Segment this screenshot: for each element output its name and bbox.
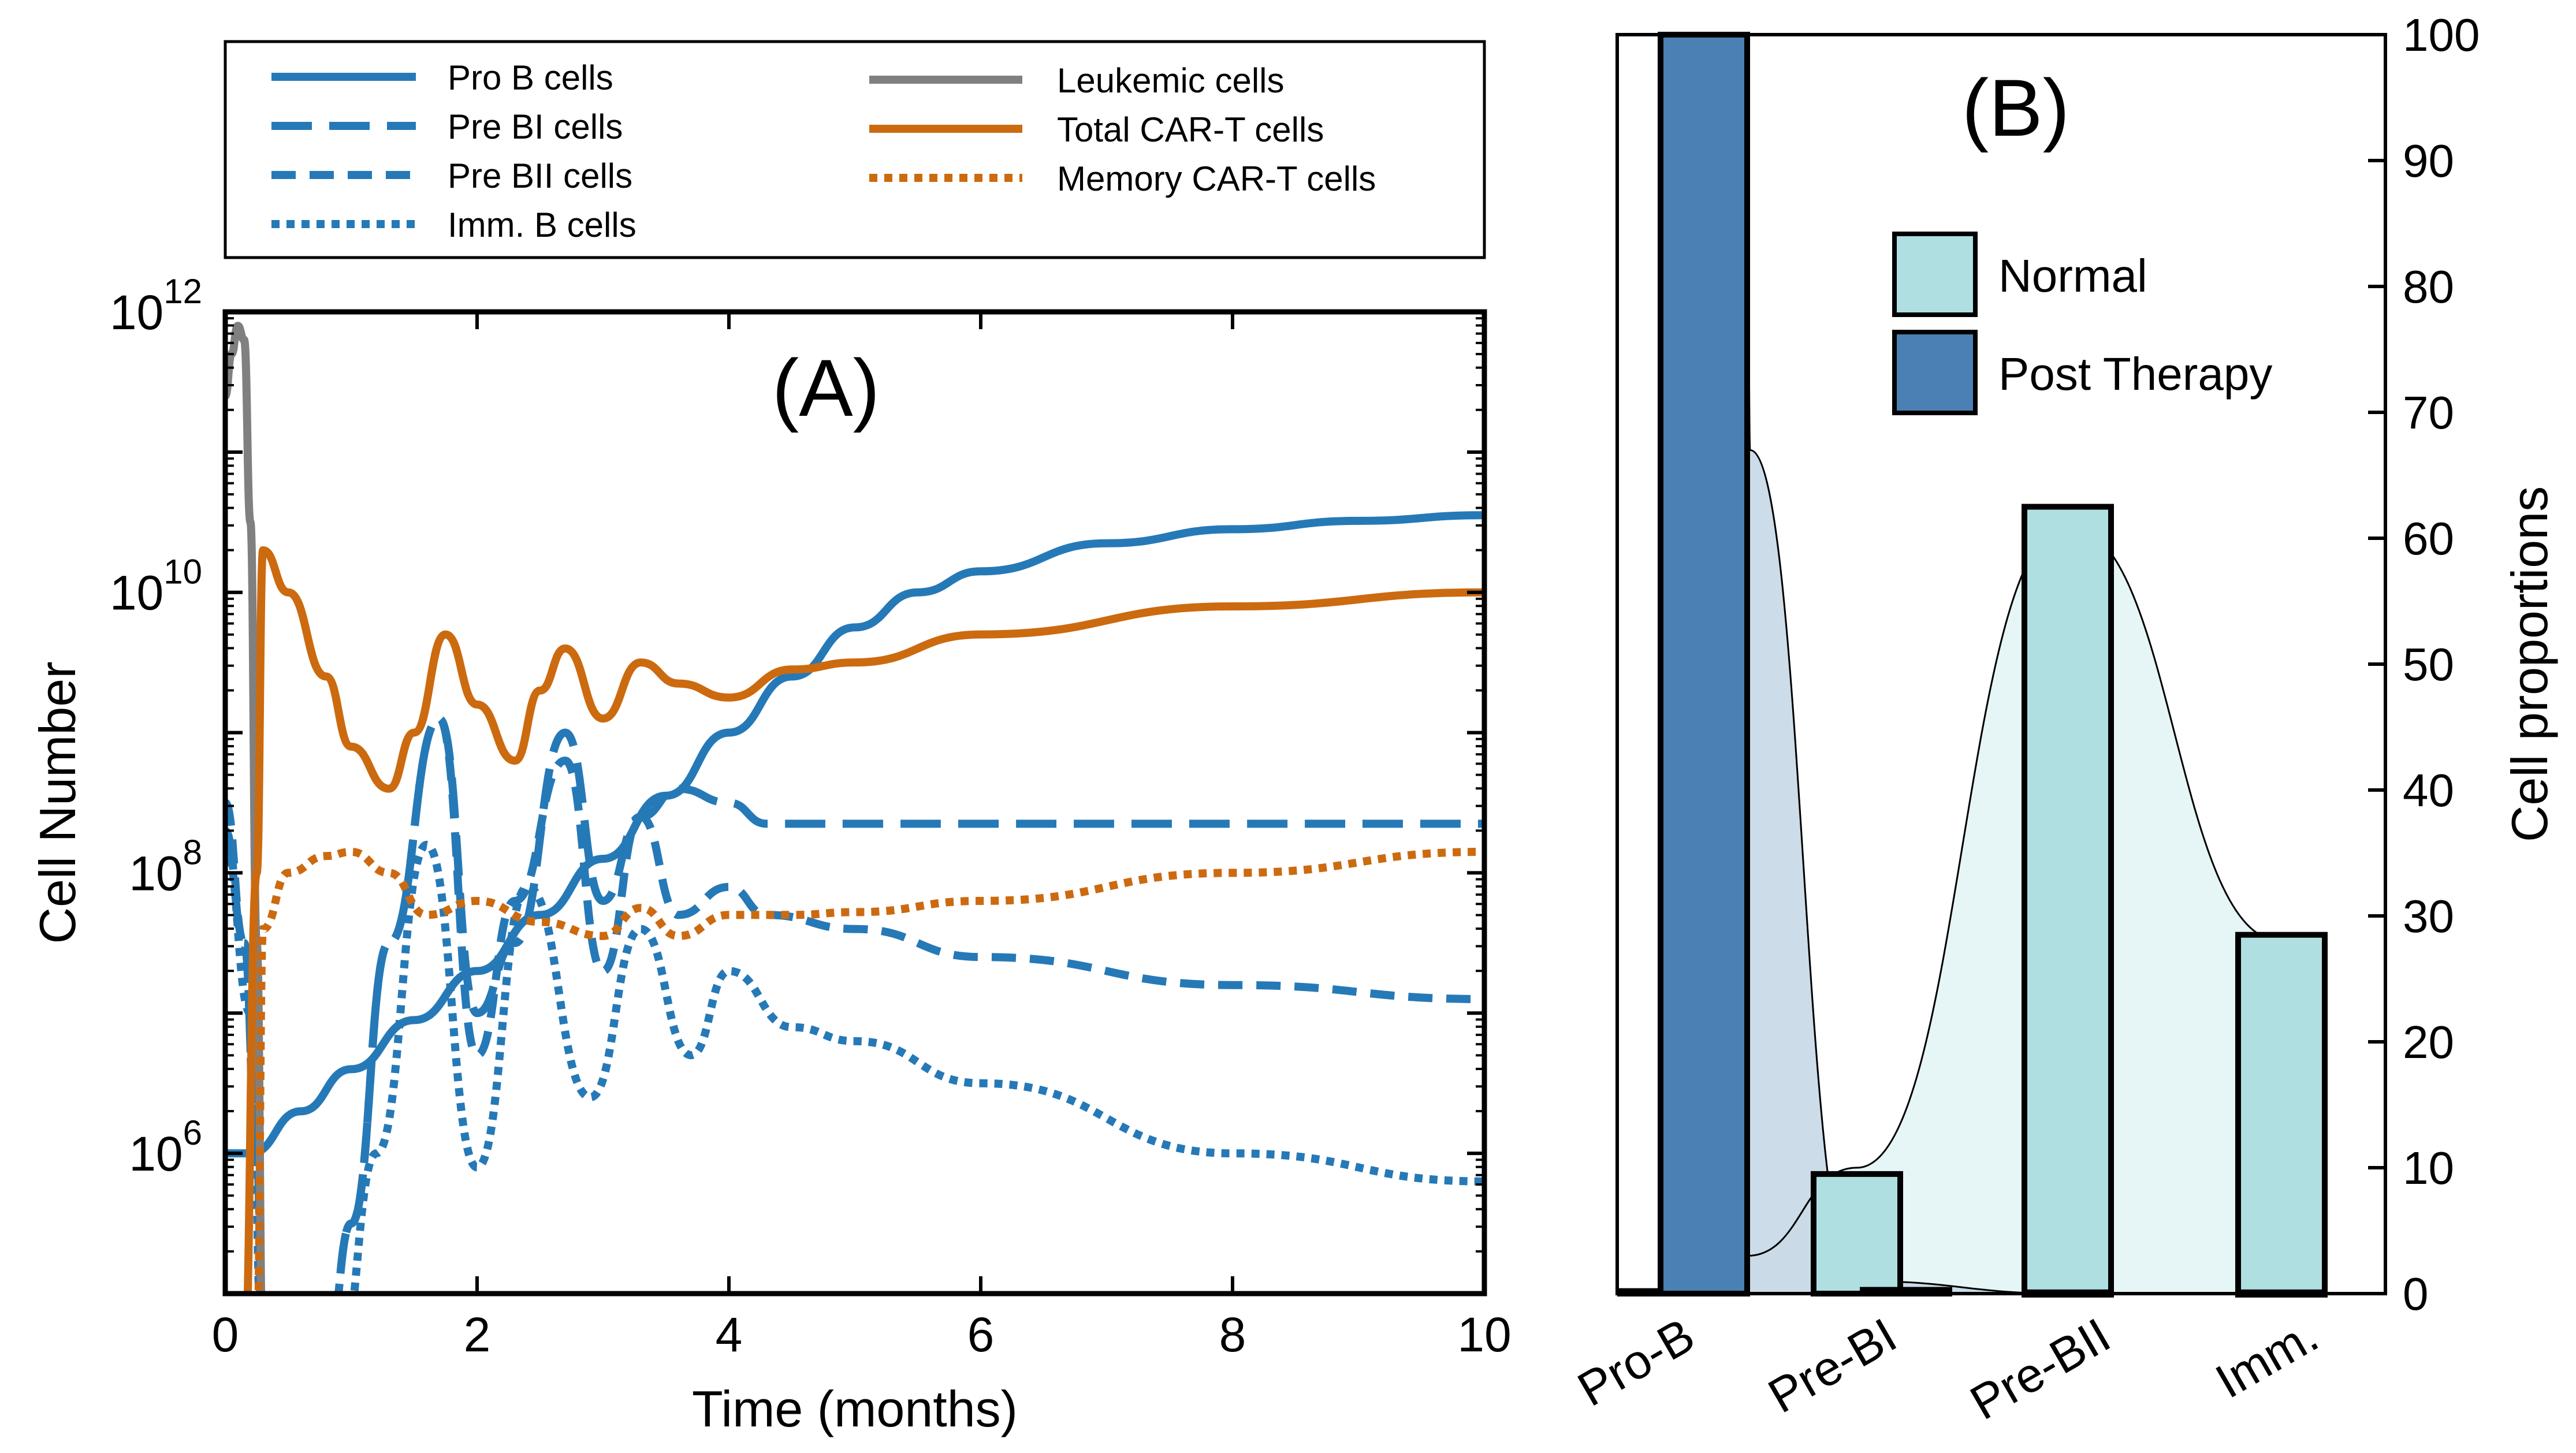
b-y-tick-label: 20	[2403, 1016, 2454, 1068]
panel-a-ylabel: Cell Number	[29, 661, 86, 944]
bar-normal-imm	[2235, 932, 2328, 1296]
legend-a-label: Pre BII cells	[448, 157, 632, 195]
legend-a-label: Pro B cells	[448, 58, 613, 97]
panel-b: 0 10 20 30 40 50 60 70 80 90 100 Pro-B Pre-BI Pre-BII…	[1569, 9, 2558, 1430]
y-tick-label: 106	[129, 1113, 202, 1181]
x-tick-label: 8	[1219, 1307, 1246, 1362]
b-y-tick-label: 0	[2403, 1268, 2429, 1320]
legend-a-frame	[224, 40, 1486, 259]
x-tick-label: 4	[716, 1307, 743, 1362]
x-tick-label: 10	[1457, 1307, 1511, 1362]
legend-a-label: Leukemic cells	[1057, 61, 1285, 100]
b-y-tick-label: 100	[2403, 9, 2480, 61]
panel-a-axes-frame	[222, 309, 1487, 1296]
series-line-leukemic-cells	[225, 322, 266, 1294]
legend-a-label: Memory CAR-T cells	[1057, 159, 1376, 198]
panel-a-label: (A)	[772, 342, 880, 433]
b-y-tick-label: 10	[2403, 1142, 2454, 1194]
panel-b-ylabel: Cell proportions	[2501, 486, 2558, 842]
x-tick-label: 2	[464, 1307, 491, 1362]
legend-a-label: Imm. B cells	[448, 206, 636, 244]
legend-b-normal-swatch	[1892, 232, 1978, 317]
legend-b-post-swatch	[1892, 330, 1978, 415]
y-tick-label: 1010	[110, 553, 202, 620]
legend-a-label: Pre BI cells	[448, 107, 623, 146]
panel-a-xlabel: Time (months)	[692, 1380, 1018, 1437]
x-tick-label: 6	[967, 1307, 995, 1362]
b-y-tick-label: 40	[2403, 765, 2454, 816]
legend-a: Pro B cells Pre BI cells Pre BII cells Imm.…	[224, 40, 1486, 259]
b-y-tick-label: 50	[2403, 639, 2454, 690]
bar-normal-prebi	[1811, 1171, 1903, 1297]
series-line-total-car-t-cells	[243, 546, 1484, 1294]
b-x-tick-label: Pro-B	[1569, 1307, 1703, 1417]
series-line-memory-car-t-cells	[254, 847, 1484, 1294]
b-y-tick-label: 90	[2403, 135, 2454, 187]
post-distribution-area	[1747, 35, 2281, 1294]
legend-b-normal-label: Normal	[1998, 250, 2147, 301]
b-y-tick-label: 80	[2403, 261, 2454, 312]
b-x-tick-label: Imm.	[2206, 1307, 2327, 1409]
legend-b: Normal Post Therapy	[1892, 232, 2272, 415]
bar-normal-prebii	[2022, 504, 2114, 1296]
legend-b-post-label: Post Therapy	[1998, 348, 2272, 400]
b-y-tick-label: 30	[2403, 891, 2454, 942]
b-y-tick-label: 70	[2403, 387, 2454, 438]
b-x-tick-label: Pre-BII	[1961, 1307, 2119, 1430]
b-y-tick-label: 60	[2403, 513, 2454, 564]
series-line-pro-b-cells	[225, 511, 1484, 1158]
panel-b-label: (B)	[1962, 62, 2070, 153]
legend-a-label: Total CAR-T cells	[1057, 110, 1324, 149]
normal-distribution-area	[1747, 526, 2281, 1294]
bar-post-prob	[1658, 32, 1750, 1296]
series-line-pre-bii-cells	[225, 714, 1484, 1294]
y-tick-label: 108	[129, 833, 202, 900]
x-tick-label: 0	[212, 1307, 239, 1362]
series-line-imm-b-cells	[225, 840, 1484, 1294]
b-x-tick-label: Pre-BI	[1759, 1307, 1905, 1423]
y-tick-label: 1012	[110, 272, 202, 340]
